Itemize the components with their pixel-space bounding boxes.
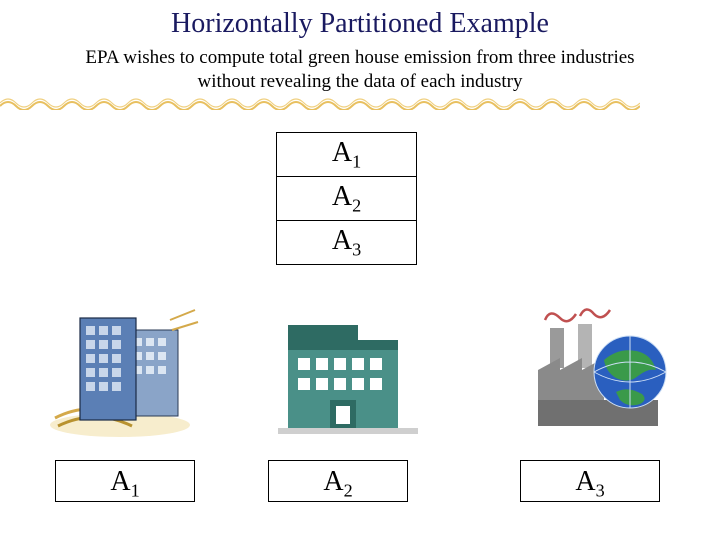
table-cell-a1: A1 bbox=[277, 133, 417, 177]
table-cell-a3: A3 bbox=[277, 221, 417, 265]
label-a3: A3 bbox=[520, 460, 660, 502]
globe-factory-icon bbox=[520, 300, 680, 440]
table-cell-a2: A2 bbox=[277, 177, 417, 221]
label-a1: A1 bbox=[55, 460, 195, 502]
factory-building-icon bbox=[268, 300, 428, 440]
underline-wave bbox=[0, 96, 640, 110]
slide-title: Horizontally Partitioned Example bbox=[0, 0, 720, 40]
slide-subtitle: EPA wishes to compute total green house … bbox=[0, 46, 720, 94]
industry-icons-row bbox=[0, 300, 720, 450]
buildings-icon bbox=[50, 300, 210, 440]
label-a2: A2 bbox=[268, 460, 408, 502]
aggregate-table: A1 A2 A3 bbox=[276, 132, 417, 265]
subtitle-line-1: EPA wishes to compute total green house … bbox=[85, 47, 634, 68]
subtitle-line-2: without revealing the data of each indus… bbox=[197, 71, 522, 92]
